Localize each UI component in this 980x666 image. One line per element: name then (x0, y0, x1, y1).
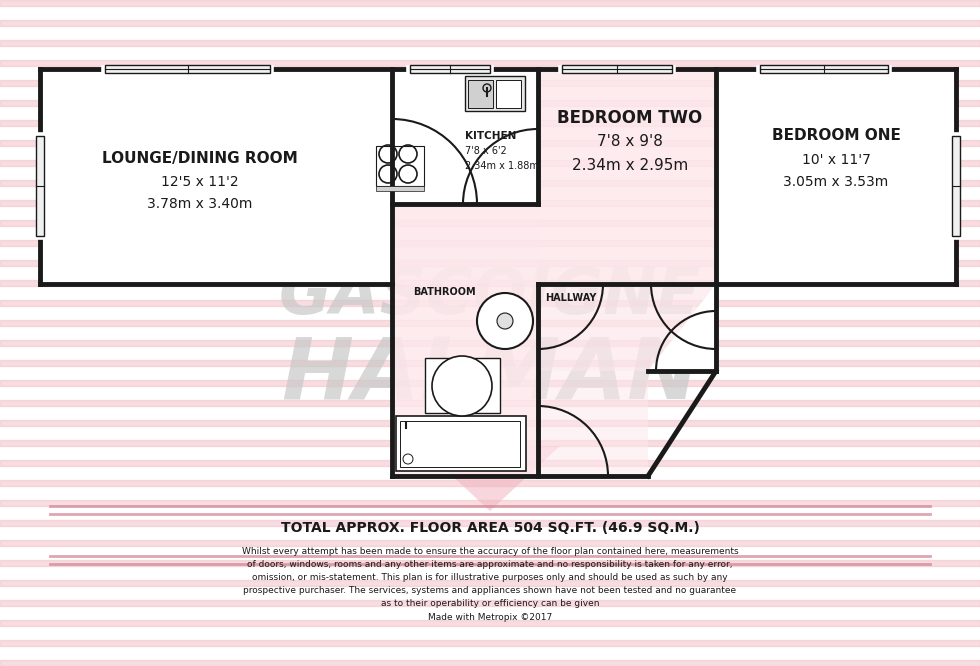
Bar (0, 640, 980, 646)
Bar (0, 460, 980, 466)
Bar (0, 540, 980, 546)
Bar (0, 560, 980, 566)
Bar (392, 69, 538, 204)
Bar (392, 204, 538, 284)
Bar (400, 421, 520, 467)
Text: LOUNGE/DINING ROOM: LOUNGE/DINING ROOM (102, 151, 298, 165)
Bar (376, 146, 424, 186)
Bar (952, 136, 960, 236)
Bar (410, 65, 490, 73)
Bar (0, 300, 980, 306)
Bar (0, 160, 980, 166)
Bar (0, 20, 980, 26)
Bar (40, 69, 392, 284)
Bar (0, 420, 980, 426)
Bar (0, 400, 980, 406)
Bar (392, 284, 538, 476)
Bar (0, 480, 980, 486)
Bar (0, 580, 980, 586)
Text: GASCOIGNE: GASCOIGNE (279, 265, 701, 327)
Text: 3.05m x 3.53m: 3.05m x 3.53m (783, 175, 889, 189)
Text: TOTAL APPROX. FLOOR AREA 504 SQ.FT. (46.9 SQ.M.): TOTAL APPROX. FLOOR AREA 504 SQ.FT. (46.… (280, 521, 700, 535)
Bar (105, 65, 270, 73)
Bar (425, 358, 500, 413)
Text: 10' x 11'7: 10' x 11'7 (802, 153, 870, 167)
Bar (36, 136, 44, 236)
Text: BEDROOM ONE: BEDROOM ONE (771, 129, 901, 143)
Bar (0, 40, 980, 46)
Bar (562, 65, 672, 73)
Bar (0, 660, 980, 666)
Bar (0, 360, 980, 366)
Text: 2.34m x 2.95m: 2.34m x 2.95m (572, 159, 688, 174)
Polygon shape (420, 446, 560, 511)
Text: HALLWAY: HALLWAY (545, 293, 597, 303)
Bar (465, 76, 525, 111)
Bar (0, 120, 980, 126)
Polygon shape (648, 284, 716, 371)
Circle shape (477, 293, 533, 349)
Bar (396, 416, 526, 471)
Bar (0, 600, 980, 606)
Bar (0, 100, 980, 106)
Bar (0, 520, 980, 526)
Text: KITCHEN: KITCHEN (465, 131, 516, 141)
Bar (376, 186, 424, 191)
Text: 12'5 x 11'2: 12'5 x 11'2 (161, 175, 239, 189)
Bar (538, 69, 716, 284)
Bar (0, 60, 980, 66)
Bar (0, 380, 980, 386)
Bar (0, 280, 980, 286)
Bar (0, 440, 980, 446)
Text: BATHROOM: BATHROOM (413, 287, 475, 297)
Bar (0, 320, 980, 326)
Text: Whilst every attempt has been made to ensure the accuracy of the floor plan cont: Whilst every attempt has been made to en… (242, 547, 738, 621)
Bar (0, 220, 980, 226)
Bar (0, 0, 980, 6)
Bar (538, 284, 716, 371)
Bar (0, 80, 980, 86)
Bar (0, 240, 980, 246)
Text: HALMAN: HALMAN (281, 334, 699, 418)
Bar (0, 500, 980, 506)
Bar (0, 200, 980, 206)
Bar (760, 65, 888, 73)
Bar (468, 80, 493, 108)
Text: 3.78m x 3.40m: 3.78m x 3.40m (147, 197, 253, 211)
Bar (496, 80, 521, 108)
Text: 7'8 x 6'2: 7'8 x 6'2 (465, 146, 507, 156)
Bar (0, 620, 980, 626)
Text: BEDROOM TWO: BEDROOM TWO (558, 109, 703, 127)
Bar (0, 180, 980, 186)
Bar (538, 371, 648, 476)
Bar (716, 69, 956, 284)
Circle shape (497, 313, 513, 329)
Bar (0, 340, 980, 346)
Text: 7'8 x 9'8: 7'8 x 9'8 (597, 135, 662, 149)
Circle shape (432, 356, 492, 416)
Text: 2.34m x 1.88m: 2.34m x 1.88m (465, 161, 539, 171)
Bar (0, 140, 980, 146)
Bar (0, 260, 980, 266)
